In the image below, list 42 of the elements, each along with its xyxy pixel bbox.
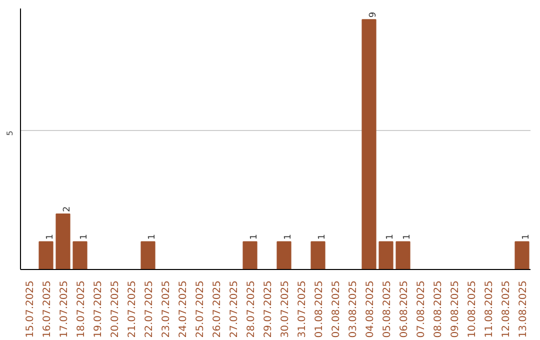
x-tick-label: 06.08.2025 — [399, 280, 410, 338]
x-tick-label: 09.08.2025 — [450, 280, 461, 338]
data-label: 1 — [284, 234, 294, 240]
x-tick-label: 20.07.2025 — [110, 280, 121, 338]
data-label: 1 — [318, 234, 328, 240]
data-label: 1 — [250, 234, 260, 240]
x-tick-label: 17.07.2025 — [59, 280, 70, 338]
x-tick-label: 23.07.2025 — [161, 280, 172, 338]
x-tick-label: 03.08.2025 — [348, 280, 359, 338]
data-label: 9 — [368, 12, 378, 18]
x-tick-label: 25.07.2025 — [195, 280, 206, 338]
data-label: 1 — [148, 234, 158, 240]
x-tick-label: 16.07.2025 — [42, 280, 53, 338]
x-tick-label: 08.08.2025 — [433, 280, 444, 338]
x-tick-label: 04.08.2025 — [365, 280, 376, 338]
x-tick-label: 13.08.2025 — [518, 280, 529, 338]
x-tick-label: 15.07.2025 — [25, 280, 36, 338]
x-tick-label: 12.08.2025 — [501, 280, 512, 338]
y-tick-label: 5 — [6, 130, 14, 136]
x-tick-label: 27.07.2025 — [229, 280, 240, 338]
data-label: 1 — [402, 234, 412, 240]
x-tick-label: 21.07.2025 — [127, 280, 138, 338]
x-tick-label: 01.08.2025 — [314, 280, 325, 338]
x-tick-label: 24.07.2025 — [178, 280, 189, 338]
data-label: 2 — [62, 206, 72, 212]
x-tick-label: 10.08.2025 — [467, 280, 478, 338]
x-tick-label: 31.07.2025 — [297, 280, 308, 338]
x-tick-label: 07.08.2025 — [416, 280, 427, 338]
data-label: 1 — [386, 234, 396, 240]
x-tick-label: 28.07.2025 — [246, 280, 257, 338]
x-tick-label: 05.08.2025 — [382, 280, 393, 338]
x-tick-label: 30.07.2025 — [280, 280, 291, 338]
x-tick-label: 19.07.2025 — [93, 280, 104, 338]
x-tick-label: 18.07.2025 — [76, 280, 87, 338]
x-tick-label: 26.07.2025 — [212, 280, 223, 338]
x-tick-label: 29.07.2025 — [263, 280, 274, 338]
data-label: 1 — [46, 234, 56, 240]
data-label: 1 — [80, 234, 90, 240]
data-label: 1 — [522, 234, 532, 240]
x-tick-label: 11.08.2025 — [484, 280, 495, 338]
x-tick-label: 02.08.2025 — [331, 280, 342, 338]
x-tick-label: 22.07.2025 — [144, 280, 155, 338]
